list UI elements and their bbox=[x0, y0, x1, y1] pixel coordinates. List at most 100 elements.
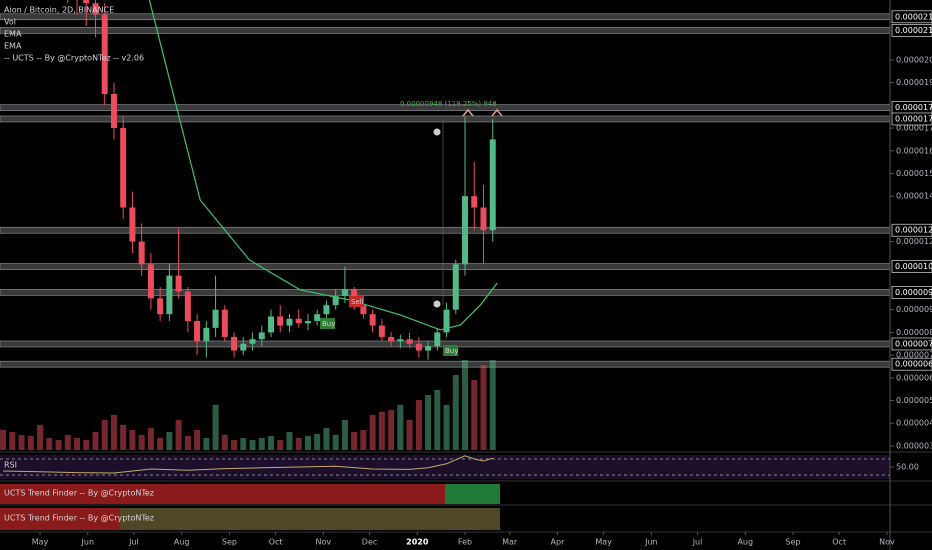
y-tick-label: 0.00000300 bbox=[896, 441, 932, 450]
candle-body bbox=[268, 316, 275, 333]
legend-item: EMA bbox=[4, 30, 22, 39]
volume-bar bbox=[314, 434, 321, 450]
level-label-box bbox=[891, 112, 932, 126]
candle-body bbox=[194, 321, 201, 342]
x-tick-label: Jul bbox=[128, 538, 139, 547]
x-tick-label: Feb bbox=[458, 538, 472, 547]
candle-body bbox=[360, 305, 367, 315]
chart-title: Aion / Bitcoin, 2D, BINANCE bbox=[4, 6, 114, 15]
levels bbox=[0, 13, 891, 368]
x-tick-label: Sep bbox=[785, 538, 800, 547]
y-tick-label: 0.00001500 bbox=[896, 169, 932, 178]
sell-label: Sell bbox=[351, 298, 364, 306]
y-tick-label: 0.00000500 bbox=[896, 396, 932, 405]
x-tick-label: May bbox=[595, 538, 612, 547]
candle-body bbox=[286, 318, 293, 326]
level-label: 0.00000976 bbox=[895, 288, 932, 297]
buy-label-bg bbox=[443, 345, 458, 356]
x-tick-label: Oct bbox=[832, 538, 846, 547]
chevrons bbox=[462, 108, 503, 117]
candle-body bbox=[184, 291, 191, 322]
volume-bar bbox=[332, 435, 339, 450]
candle-body bbox=[138, 241, 145, 265]
volume-bar bbox=[138, 435, 145, 450]
volume-bar bbox=[425, 395, 432, 450]
level-label: 0.00000660 bbox=[895, 360, 932, 369]
rsi-tick-label: 50.00 bbox=[896, 463, 919, 472]
volume-bar bbox=[55, 440, 62, 450]
x-tick-label: Sep bbox=[222, 538, 237, 547]
legend-item: -- UCTS -- By @CryptoNTez -- v2.06 bbox=[4, 54, 144, 63]
alert-icon bbox=[433, 300, 441, 308]
volume-bar bbox=[277, 440, 284, 450]
level-label: 0.00001250 bbox=[895, 226, 932, 235]
x-tick-label: Nov bbox=[879, 538, 895, 547]
candle-body bbox=[378, 325, 385, 337]
level-band bbox=[0, 115, 891, 123]
volume-bar bbox=[443, 405, 450, 450]
buy-label-bg bbox=[320, 318, 335, 329]
buy-label: Buy bbox=[445, 347, 458, 355]
candle-body bbox=[304, 321, 311, 324]
candle-body bbox=[120, 128, 127, 208]
y-tick-label: 0.00000800 bbox=[896, 328, 932, 337]
candle-body bbox=[258, 332, 265, 340]
volume-bar bbox=[110, 415, 117, 450]
legend-item: Vol bbox=[4, 18, 16, 27]
x-tick-label: May bbox=[32, 538, 49, 547]
candle-body bbox=[480, 207, 487, 231]
volume bbox=[0, 360, 496, 450]
y-tick-label: 0.00001900 bbox=[896, 78, 932, 87]
ema-line bbox=[148, 0, 498, 331]
volume-bar bbox=[194, 430, 201, 450]
candle-body bbox=[83, 0, 90, 4]
candle-body bbox=[295, 318, 302, 324]
rsi: 50.00 bbox=[0, 455, 919, 476]
trend-stripes bbox=[445, 484, 500, 504]
volume-bar bbox=[378, 412, 385, 450]
volume-bar bbox=[37, 425, 44, 450]
candle-body bbox=[147, 264, 154, 299]
x-tick-label: Jun bbox=[81, 538, 95, 547]
y-tick-label: 0.00000600 bbox=[896, 373, 932, 382]
alert-icon bbox=[433, 128, 441, 136]
candle-body bbox=[277, 316, 284, 326]
y-tick-label: 0.00001600 bbox=[896, 146, 932, 155]
y-tick-label: 0.00001700 bbox=[896, 124, 932, 133]
candle-body bbox=[249, 339, 256, 344]
volume-bar bbox=[304, 436, 311, 450]
x-tick-label: Aug bbox=[737, 538, 753, 547]
level-band bbox=[0, 289, 891, 296]
candle-body bbox=[231, 336, 238, 351]
volume-bar bbox=[341, 420, 348, 450]
volume-bar bbox=[369, 415, 376, 450]
volume-bar bbox=[157, 438, 164, 450]
trend-stripes bbox=[120, 508, 500, 530]
volume-bar bbox=[120, 425, 127, 450]
candle-body bbox=[434, 332, 441, 347]
level-label: 0.00001090 bbox=[895, 262, 932, 271]
candle-body bbox=[203, 327, 210, 342]
volume-bar bbox=[258, 438, 265, 450]
candle-body bbox=[462, 196, 469, 265]
level-label: 0.00002130 bbox=[895, 26, 932, 35]
level-label: 0.00001790 bbox=[895, 103, 932, 112]
volume-bar bbox=[480, 365, 487, 450]
volume-bar bbox=[92, 432, 99, 450]
candle-body bbox=[92, 3, 99, 15]
volume-bar bbox=[471, 380, 478, 450]
volume-bar bbox=[231, 440, 238, 450]
volume-bar bbox=[101, 420, 108, 450]
x-tick-label: Nov bbox=[316, 538, 332, 547]
level-label-box bbox=[891, 260, 932, 273]
trend-stripes bbox=[0, 484, 500, 504]
volume-bar bbox=[166, 432, 173, 450]
legend-item: EMA bbox=[4, 42, 22, 51]
level-label-box bbox=[891, 24, 932, 37]
volume-bar bbox=[221, 435, 228, 450]
candle-body bbox=[397, 339, 404, 342]
candle-body bbox=[425, 346, 432, 351]
level-label-box bbox=[891, 357, 932, 371]
level-band bbox=[0, 263, 891, 270]
